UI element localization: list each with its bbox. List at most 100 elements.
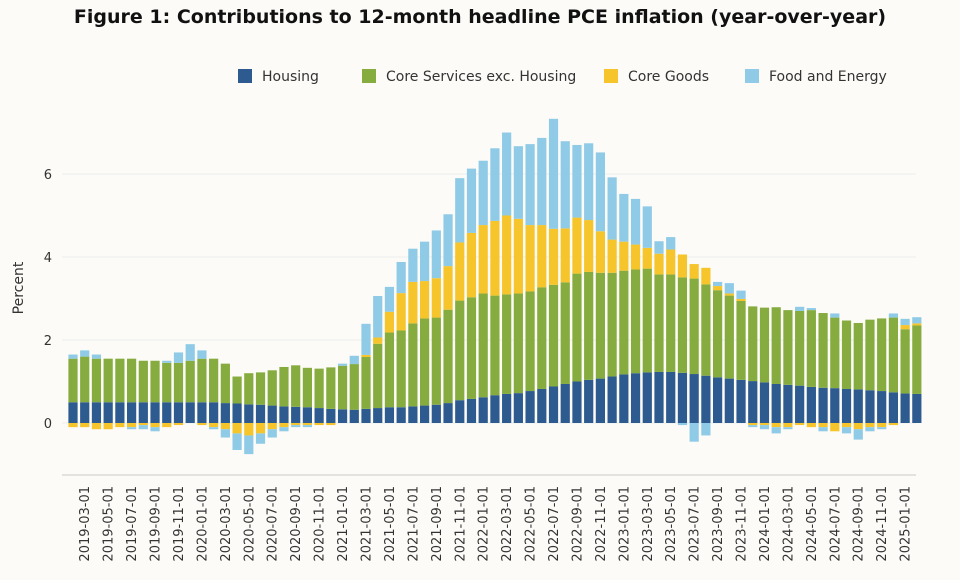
bar-core-services-exc-housing (466, 297, 477, 399)
bar-core-services-exc-housing (279, 366, 289, 407)
bar-core-goods (900, 325, 910, 330)
bar-food-and-energy (232, 433, 242, 450)
bar-core-services-exc-housing (888, 317, 898, 393)
bar-core-goods (302, 423, 312, 426)
bar-core-goods (548, 228, 559, 285)
bar-housing (466, 398, 477, 423)
bar-housing (607, 376, 617, 423)
x-tick-label: 2023-03-01 (641, 486, 656, 562)
bar-housing (267, 405, 277, 423)
bar-housing (91, 402, 102, 423)
bar-core-services-exc-housing (759, 307, 770, 383)
x-tick-label: 2024-01-01 (758, 486, 773, 562)
bar-core-goods (795, 423, 805, 426)
bar-core-services-exc-housing (502, 294, 512, 394)
bar-housing (150, 402, 160, 423)
bar-layer (68, 118, 922, 455)
bar-core-services-exc-housing (478, 293, 488, 398)
legend-label: Core Goods (628, 69, 709, 85)
bar-core-services-exc-housing (244, 373, 254, 405)
x-tick-label: 2024-11-01 (875, 486, 890, 562)
bar-housing (701, 375, 711, 423)
bar-core-goods (420, 281, 430, 319)
bar-food-and-energy (349, 355, 359, 365)
y-tick-label: 2 (44, 334, 52, 349)
x-tick-label: 2024-07-01 (828, 486, 843, 562)
bar-core-services-exc-housing (701, 284, 711, 376)
bar-housing (888, 392, 898, 423)
bar-housing (595, 378, 605, 423)
bar-core-services-exc-housing (677, 277, 688, 373)
bar-core-services-exc-housing (150, 360, 160, 403)
y-tick-label: 4 (44, 251, 52, 266)
bar-housing (795, 385, 805, 423)
bar-housing (713, 377, 723, 423)
bar-core-services-exc-housing (490, 295, 500, 396)
x-tick-label: 2021-01-01 (336, 486, 351, 562)
y-tick-label: 6 (44, 168, 52, 183)
bar-housing (912, 393, 922, 423)
bar-core-goods (759, 423, 770, 426)
bar-housing (666, 371, 676, 423)
bar-core-goods (443, 266, 453, 310)
bar-core-services-exc-housing (654, 274, 664, 372)
legend-swatch (362, 69, 376, 83)
bar-food-and-energy (384, 286, 395, 312)
bar-core-goods (150, 423, 160, 428)
bar-core-goods (490, 220, 500, 296)
bar-food-and-energy (162, 360, 172, 363)
bar-core-goods (127, 423, 137, 428)
bar-core-goods (373, 337, 383, 344)
bar-food-and-energy (759, 425, 770, 430)
bar-housing (302, 407, 312, 423)
bar-food-and-energy (830, 313, 840, 318)
bar-core-services-exc-housing (220, 363, 230, 404)
bar-food-and-energy (548, 118, 559, 229)
bar-housing (748, 381, 758, 423)
bar-housing (841, 388, 852, 423)
bar-housing (138, 402, 148, 423)
bar-core-services-exc-housing (232, 376, 242, 404)
bar-housing (830, 388, 840, 423)
bar-core-goods (830, 423, 840, 432)
bar-core-goods (115, 423, 125, 428)
bar-food-and-energy (466, 168, 477, 233)
bar-food-and-energy (806, 308, 816, 311)
bar-core-goods (361, 354, 371, 358)
bar-core-goods (912, 323, 922, 326)
bar-food-and-energy (654, 241, 664, 254)
bar-core-services-exc-housing (420, 318, 430, 406)
bar-food-and-energy (701, 423, 711, 436)
bar-food-and-energy (431, 230, 441, 279)
bar-housing (115, 402, 125, 423)
x-tick-label: 2023-09-01 (711, 486, 726, 562)
bar-food-and-energy (361, 323, 371, 355)
bar-core-goods (666, 249, 676, 275)
bar-food-and-energy (783, 427, 793, 430)
bar-core-goods (642, 247, 652, 269)
bar-housing (396, 407, 406, 423)
x-tick-label: 2019-11-01 (172, 486, 187, 562)
bar-core-goods (783, 423, 793, 428)
bar-food-and-energy (455, 178, 465, 243)
bar-core-services-exc-housing (185, 360, 195, 403)
bar-core-goods (841, 423, 852, 428)
bar-food-and-energy (888, 313, 898, 318)
bar-housing (185, 402, 195, 423)
bar-core-services-exc-housing (736, 300, 746, 380)
legend-swatch (745, 69, 759, 83)
bar-food-and-energy (841, 427, 852, 434)
bar-core-goods (396, 293, 406, 331)
bar-food-and-energy (502, 132, 512, 216)
bar-core-services-exc-housing (103, 358, 113, 403)
x-tick-label: 2024-09-01 (852, 486, 867, 562)
bar-housing (455, 400, 465, 423)
bar-food-and-energy (595, 152, 605, 232)
bar-food-and-energy (80, 350, 90, 357)
bar-core-services-exc-housing (209, 358, 219, 403)
x-tick-label: 2019-09-01 (149, 486, 164, 562)
bar-core-goods (384, 311, 395, 333)
bar-core-services-exc-housing (384, 332, 395, 408)
bar-core-goods (68, 423, 78, 428)
bar-core-services-exc-housing (584, 271, 594, 380)
